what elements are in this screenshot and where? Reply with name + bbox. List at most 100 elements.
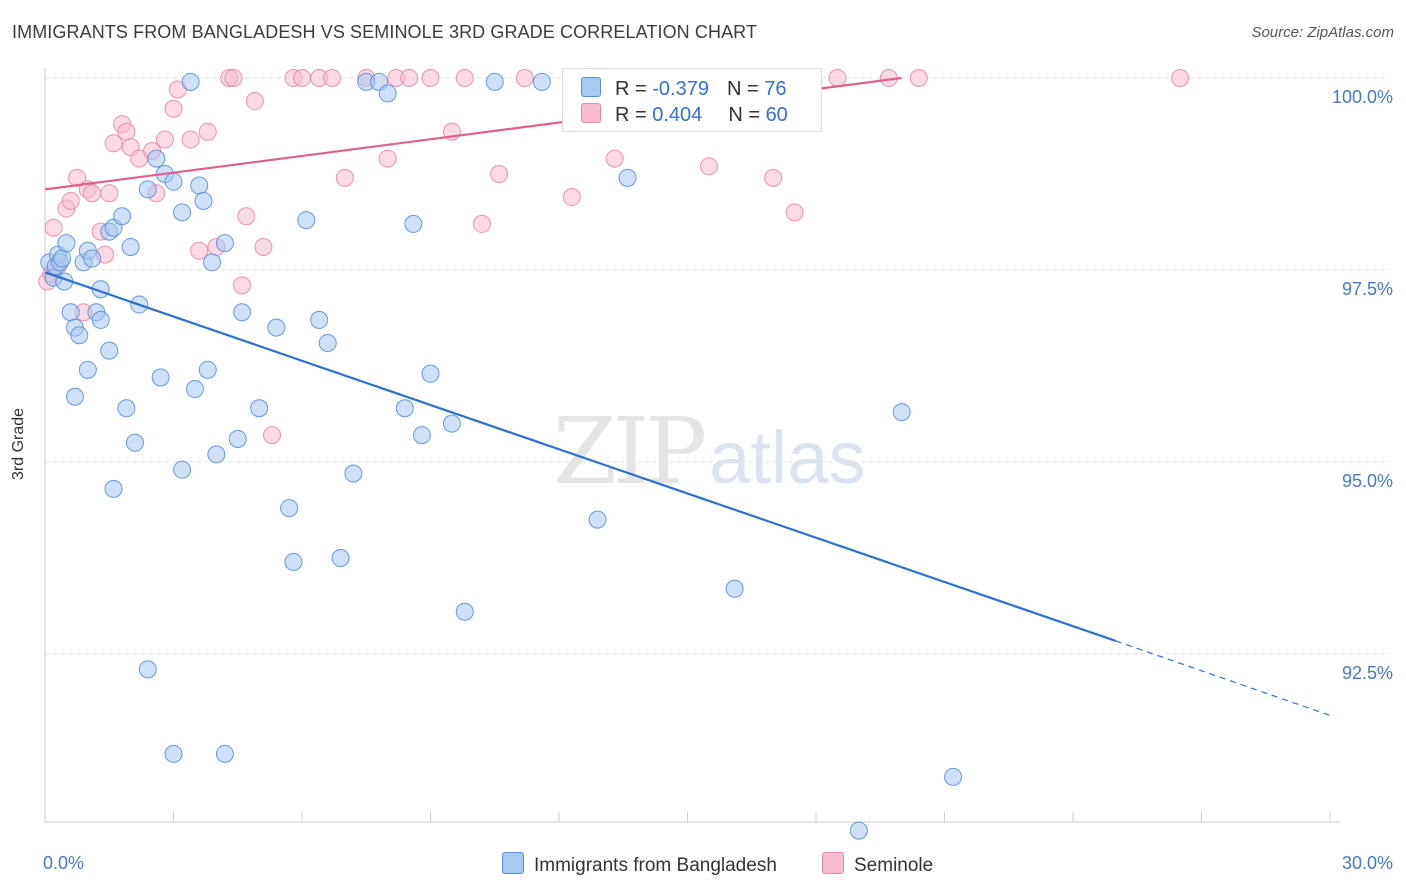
seminole-point <box>61 191 80 210</box>
legend-r-value: 0.404 <box>652 104 703 126</box>
seminole-point <box>198 122 217 141</box>
bangladesh-point <box>125 433 144 452</box>
bangladesh-point <box>892 403 911 422</box>
seminole-point <box>1171 69 1190 87</box>
bangladesh-point <box>70 326 89 345</box>
seminole-point <box>378 149 397 168</box>
bangladesh-point <box>190 176 209 195</box>
seminole-point <box>293 69 311 87</box>
seminole-point <box>909 69 928 87</box>
y-tick-label: 100.0% <box>1332 87 1393 107</box>
bottom-legend-seminole: Seminole <box>822 852 933 877</box>
bangladesh-point <box>849 821 868 840</box>
legend-swatch-pink <box>581 103 601 123</box>
bangladesh-point <box>151 368 170 387</box>
bangladesh-point <box>485 72 504 91</box>
bangladesh-point <box>404 214 423 233</box>
legend-swatch-blue <box>581 77 601 97</box>
bottom-legend-swatch-pink <box>822 852 844 874</box>
bottom-legend-bangladesh: Immigrants from Bangladesh <box>502 852 777 877</box>
seminole-point <box>83 184 102 203</box>
bangladesh-point <box>215 234 234 253</box>
bangladesh-point <box>173 460 192 479</box>
legend-n-label: N = <box>726 78 759 100</box>
seminole-point <box>400 69 419 87</box>
bangladesh-points <box>40 72 963 840</box>
seminole-point <box>68 168 87 187</box>
bangladesh-point <box>344 464 363 483</box>
bangladesh-point <box>104 479 123 498</box>
y-tick-label: 95.0% <box>1342 471 1393 491</box>
bangladesh-point <box>267 318 286 337</box>
legend-n-value: 60 <box>765 104 788 126</box>
axes <box>44 68 1340 823</box>
bangladesh-point <box>194 191 213 210</box>
bangladesh-point <box>618 168 637 187</box>
seminole-point <box>190 241 209 260</box>
source-label: Source: ZipAtlas.com <box>1251 24 1394 41</box>
seminole-point <box>785 203 804 222</box>
trend-lines <box>44 76 1331 717</box>
seminole-point <box>472 214 491 233</box>
seminole-point <box>562 188 581 207</box>
bangladesh-trend-line <box>44 271 1117 642</box>
bangladesh-point <box>331 549 350 567</box>
bangladesh-point <box>588 510 607 529</box>
watermark-atlas: atlas <box>709 416 866 499</box>
bangladesh-point <box>181 72 200 91</box>
seminole-point <box>44 218 63 237</box>
watermark-zip: ZIP <box>553 398 707 505</box>
bangladesh-point <box>284 552 303 571</box>
bangladesh-point <box>412 426 431 445</box>
bangladesh-point <box>138 660 157 679</box>
seminole-point <box>245 92 264 111</box>
seminole-point <box>100 184 119 203</box>
bangladesh-point <box>250 399 269 418</box>
bangladesh-point <box>297 211 316 230</box>
legend-n-label: N = <box>728 104 760 126</box>
legend-r-label: R = <box>615 78 647 100</box>
seminole-point <box>164 99 183 118</box>
bangladesh-point <box>113 207 132 226</box>
bangladesh-point <box>455 602 474 621</box>
bangladesh-point <box>138 180 157 199</box>
seminole-point <box>155 130 174 149</box>
seminole-point <box>224 69 243 87</box>
bangladesh-point <box>318 333 337 352</box>
bangladesh-point <box>442 414 461 433</box>
seminole-point <box>335 168 354 187</box>
legend-row-seminole: R = 0.404 N = 60 <box>581 103 788 127</box>
bangladesh-point <box>100 341 119 360</box>
chart-title: IMMIGRANTS FROM BANGLADESH VS SEMINOLE 3… <box>12 22 758 42</box>
x-tick-label: 0.0% <box>43 853 84 873</box>
seminole-point <box>455 69 474 87</box>
bangladesh-point <box>944 767 963 786</box>
legend-r-value: -0.379 <box>652 78 709 100</box>
y-tick-label: 92.5% <box>1342 663 1393 683</box>
bangladesh-trend-extension <box>1115 640 1331 717</box>
bangladesh-point <box>378 84 397 103</box>
bangladesh-point <box>185 380 204 399</box>
seminole-point <box>605 149 624 168</box>
bangladesh-point <box>65 387 84 406</box>
bottom-legend-label-bangladesh: Immigrants from Bangladesh <box>534 855 777 876</box>
legend-r-label: R = <box>615 104 647 126</box>
bangladesh-point <box>78 360 97 379</box>
seminole-point <box>233 276 252 295</box>
bangladesh-point <box>91 310 110 329</box>
bangladesh-point <box>121 237 140 256</box>
bangladesh-point <box>310 310 329 329</box>
bangladesh-point <box>117 399 136 418</box>
legend-row-bangladesh: R = -0.379 N = 76 <box>581 77 786 101</box>
bangladesh-point <box>164 744 183 763</box>
correlation-legend: R = -0.379 N = 76 R = 0.404 N = 60 <box>562 68 822 132</box>
y-tick-label: 97.5% <box>1342 279 1393 299</box>
seminole-point <box>515 69 534 87</box>
seminole-point <box>421 69 440 87</box>
seminole-point <box>490 165 509 183</box>
seminole-point <box>181 130 200 149</box>
bangladesh-point <box>147 149 166 168</box>
bangladesh-point <box>57 234 76 253</box>
tick-labels: 92.5% 95.0% 97.5% 100.0% 0.0% 30.0% <box>43 87 1393 873</box>
